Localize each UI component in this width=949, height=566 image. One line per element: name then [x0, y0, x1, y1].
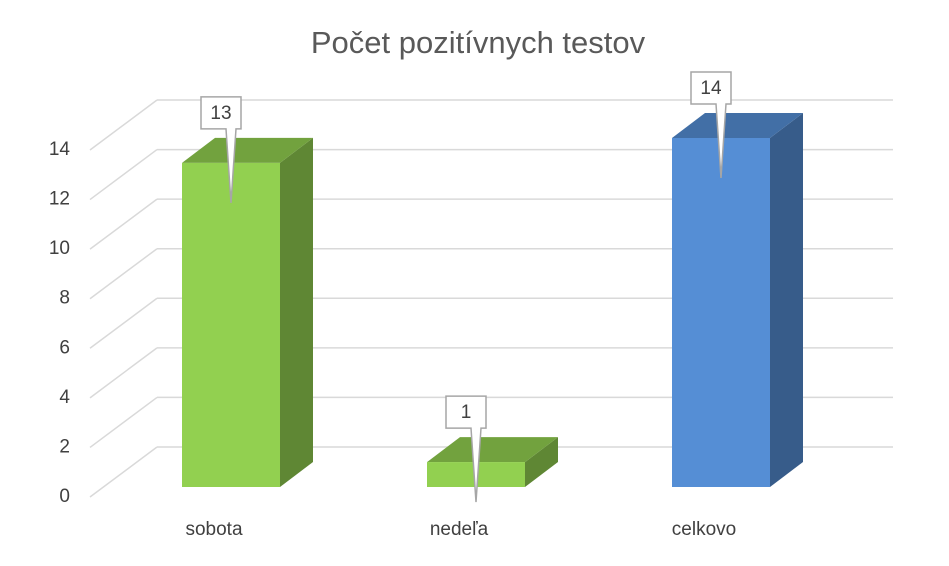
bar-side	[280, 137, 313, 487]
bar	[182, 162, 280, 487]
grid-line-depth	[89, 297, 158, 349]
y-tick-label: 12	[49, 189, 70, 210]
bar-top	[182, 137, 313, 163]
bar-top	[427, 437, 558, 463]
y-tick-label: 6	[59, 337, 70, 358]
bar	[672, 138, 770, 487]
grid-line-depth	[89, 198, 158, 250]
bar-side	[525, 437, 558, 487]
chart-title: Počet pozitívnych testov	[311, 25, 646, 60]
y-tick-label: 0	[59, 486, 70, 507]
grid-line-depth	[89, 248, 158, 300]
grid-line-depth	[89, 396, 158, 449]
data-label-callout	[200, 96, 242, 203]
data-label: 1	[461, 402, 472, 423]
data-label: 14	[700, 78, 722, 99]
y-tick-label: 14	[49, 139, 71, 160]
grid-line-depth	[89, 148, 158, 201]
y-tick-label: 8	[59, 288, 70, 309]
bar-side	[770, 113, 803, 487]
data-label-callout	[445, 395, 487, 503]
y-tick-label: 10	[49, 238, 70, 259]
y-tick-label: 4	[59, 387, 70, 408]
data-label-callout	[690, 71, 732, 179]
grid-line-depth	[89, 347, 158, 399]
y-tick-label: 2	[59, 436, 70, 457]
x-tick-label: celkovo	[672, 519, 736, 540]
x-tick-label: nedeľa	[430, 519, 489, 540]
data-label: 13	[210, 103, 231, 124]
bar-top	[672, 113, 803, 138]
grid-line-depth	[89, 446, 158, 498]
x-tick-label: sobota	[185, 519, 242, 540]
grid-line-depth	[89, 99, 158, 151]
